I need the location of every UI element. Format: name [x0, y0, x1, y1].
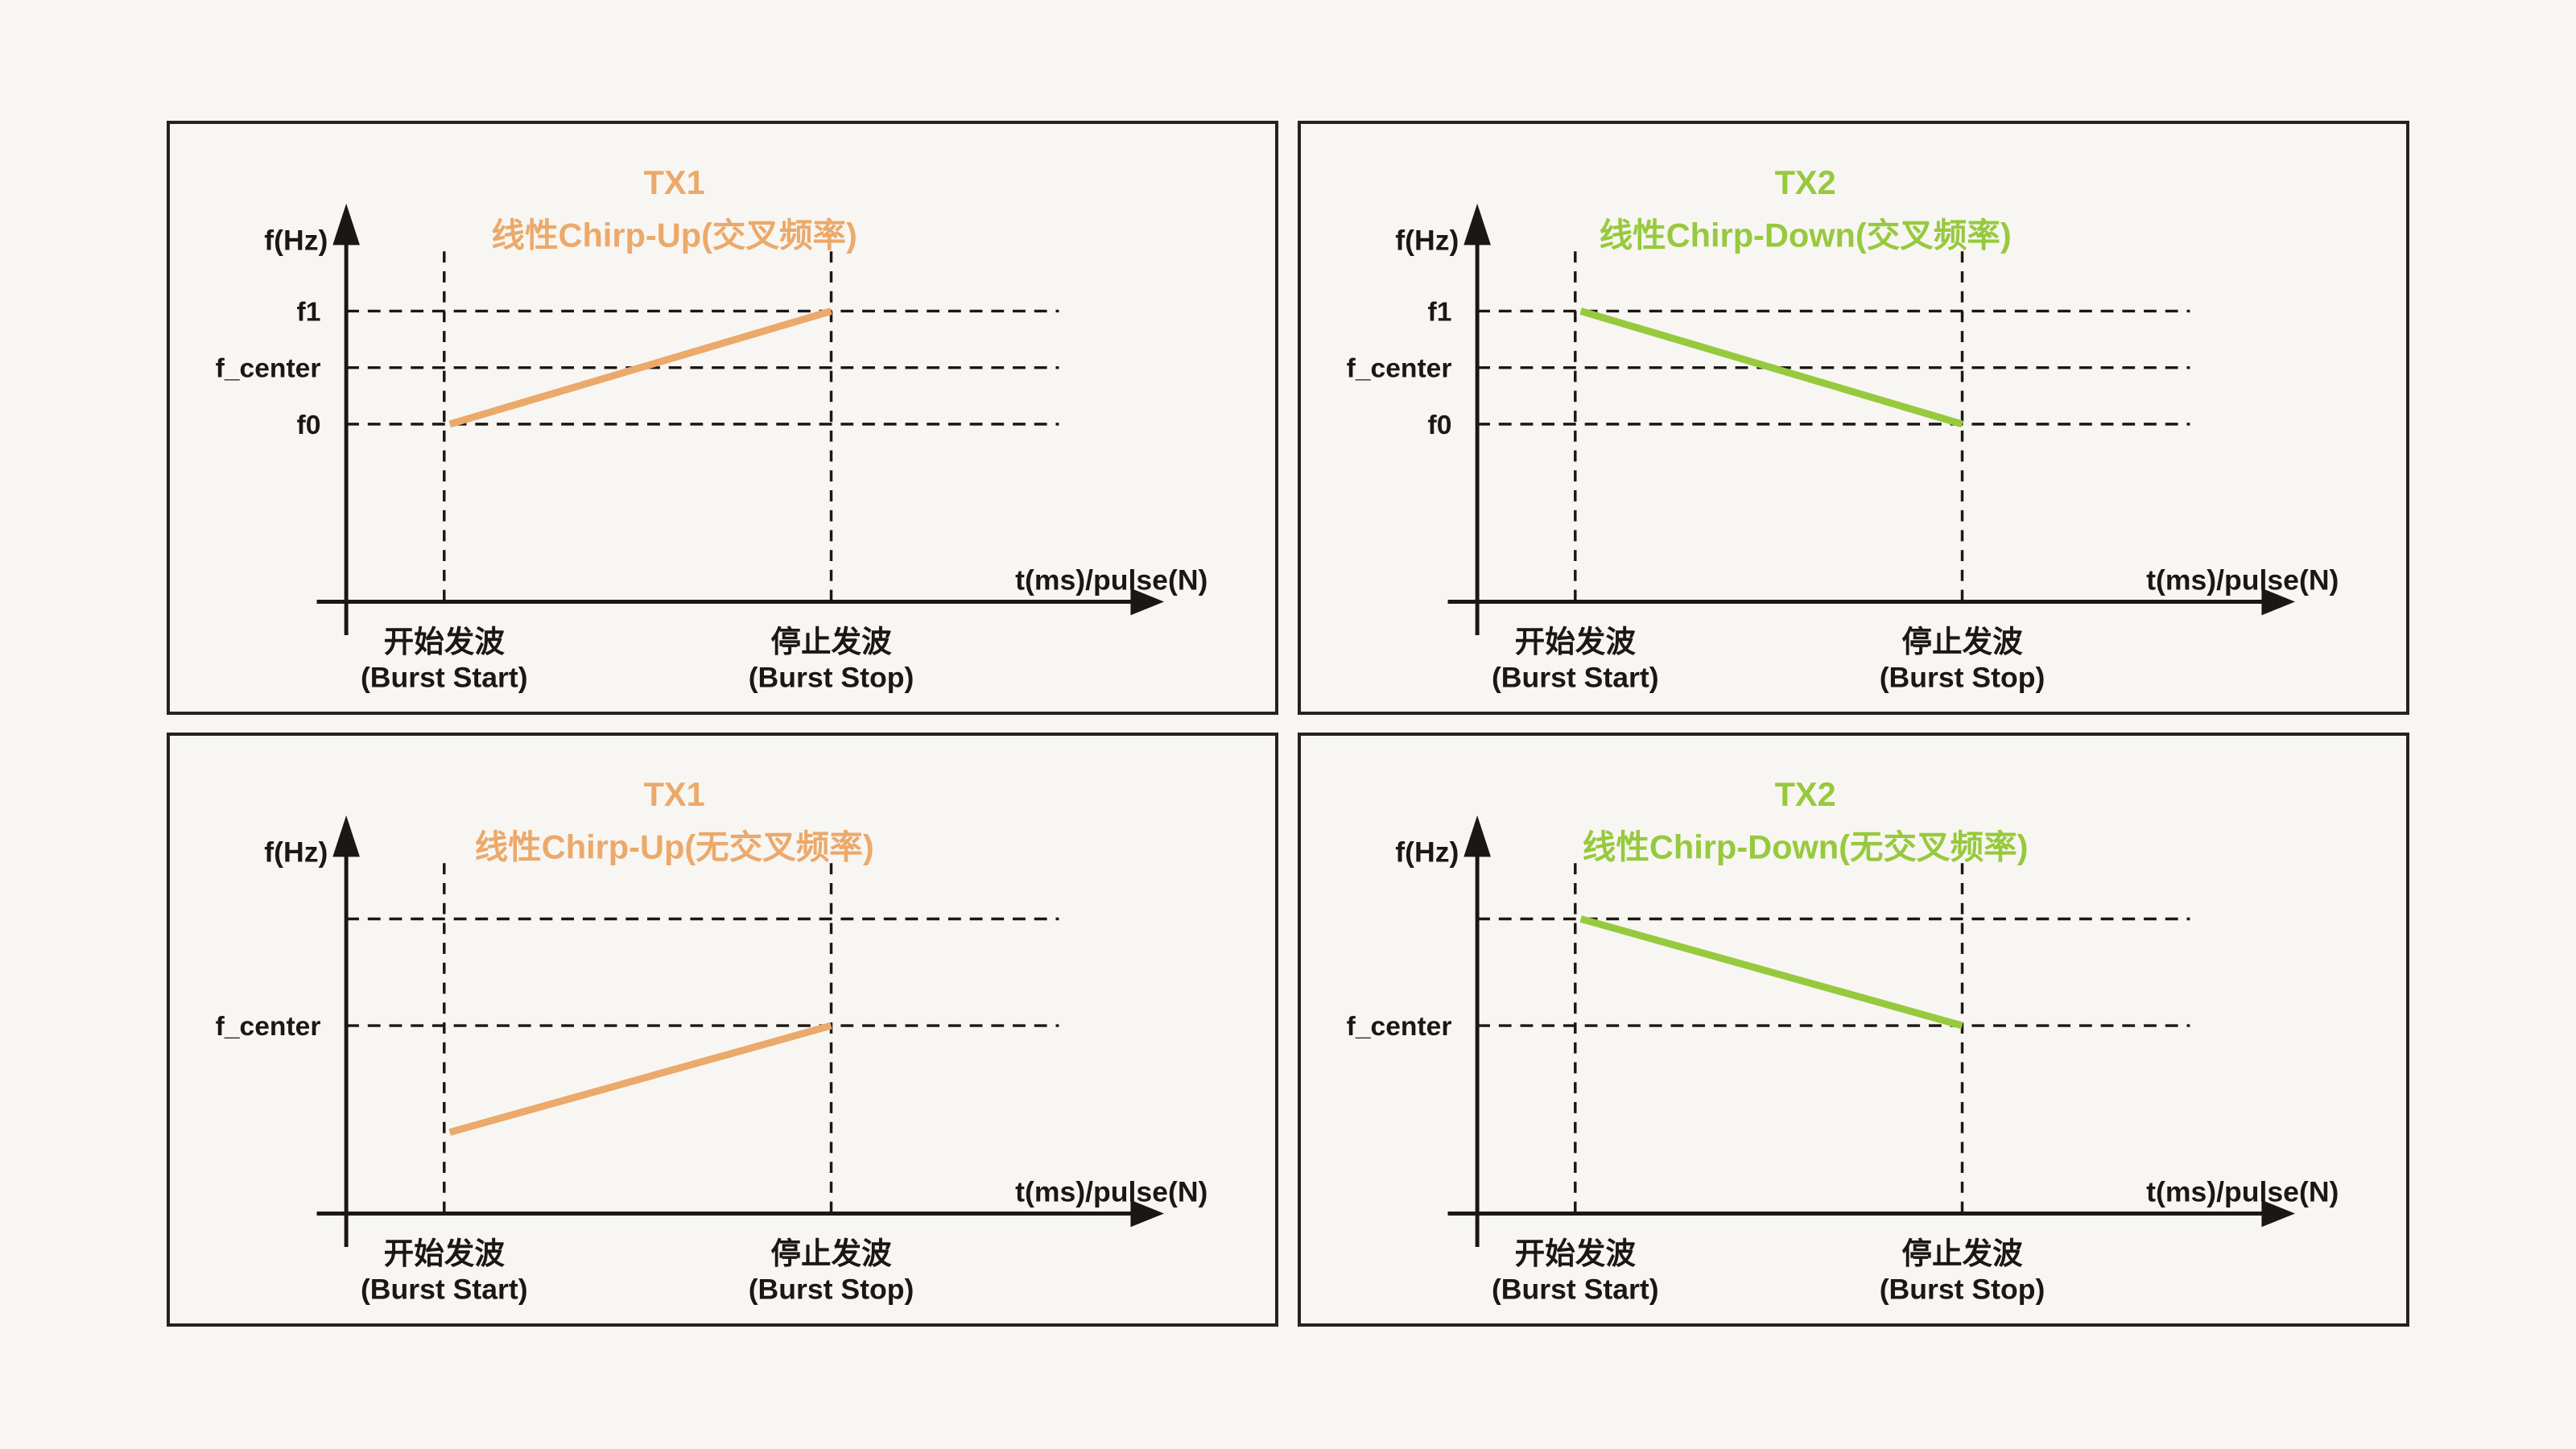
x-axis-label: t(ms)/pulse(N) — [1015, 564, 1208, 597]
frequency-level-label: f1 — [297, 297, 321, 327]
plot-title-line1: TX1 — [644, 775, 705, 813]
plot-title-line2: 线性Chirp-Up(交叉频率) — [491, 216, 857, 254]
burst-stop-label-en: (Burst Stop) — [1880, 1273, 2046, 1305]
burst-start-label-en: (Burst Start) — [361, 1273, 528, 1305]
burst-stop-label-en: (Burst Stop) — [1880, 661, 2046, 693]
frequency-level-label: f0 — [297, 411, 321, 440]
panel-tx2-crossed-frequency: TX2 线性Chirp-Down(交叉频率) f(Hz) t(ms)/pulse(N)… — [1298, 121, 2409, 715]
y-axis-label: f(Hz) — [1395, 836, 1459, 868]
y-axis-arrowhead — [332, 203, 360, 246]
chirp-up-line — [448, 1022, 832, 1136]
frequency-level-label: f1 — [1428, 297, 1452, 327]
burst-start-label-en: (Burst Start) — [1492, 1273, 1659, 1305]
burst-start-label-en: (Burst Start) — [1492, 661, 1659, 693]
burst-start-label-cn: 开始发波 — [1515, 1236, 1637, 1270]
y-axis-arrowhead — [1463, 203, 1491, 246]
x-axis-arrowhead — [1130, 588, 1164, 616]
burst-stop-label-en: (Burst Stop) — [749, 1273, 914, 1305]
frequency-level-label: f_center — [1347, 1012, 1452, 1042]
burst-start-label-en: (Burst Start) — [361, 661, 528, 693]
chirp-up-line — [448, 308, 832, 428]
burst-stop-label-cn: 停止发波 — [770, 1236, 892, 1270]
x-axis-arrowhead — [2261, 588, 2295, 616]
plot-title-line1: TX2 — [1775, 775, 1836, 813]
plot-title-line2: 线性Chirp-Down(无交叉频率) — [1583, 828, 2029, 865]
panel-tx1-noncrossed-frequency: TX1 线性Chirp-Up(无交叉频率) f(Hz) t(ms)/pulse(N) f… — [167, 733, 1278, 1327]
panel-tx1-crossed-frequency: TX1 线性Chirp-Up(交叉频率) f(Hz) t(ms)/pulse(N) f1… — [167, 121, 1278, 715]
chirp-down-line — [1579, 915, 1963, 1030]
x-axis-arrowhead — [2261, 1199, 2295, 1228]
x-axis-arrowhead — [1130, 1199, 1164, 1228]
burst-stop-label-cn: 停止发波 — [770, 625, 892, 658]
y-axis-arrowhead — [332, 815, 360, 857]
frequency-level-label: f_center — [216, 354, 321, 384]
plot-title-line1: TX2 — [1775, 163, 1836, 201]
y-axis-label: f(Hz) — [264, 224, 328, 256]
x-axis-label: t(ms)/pulse(N) — [1015, 1176, 1208, 1208]
x-axis-label: t(ms)/pulse(N) — [2146, 564, 2339, 597]
frequency-level-label: f_center — [216, 1012, 321, 1042]
chirp-plot-tx2-crossed: TX2 线性Chirp-Down(交叉频率) f(Hz) t(ms)/pulse(N)… — [1347, 163, 2339, 693]
burst-start-label-cn: 开始发波 — [384, 1236, 506, 1270]
y-axis-label: f(Hz) — [1395, 224, 1459, 256]
burst-start-label-cn: 开始发波 — [384, 625, 506, 658]
burst-stop-label-en: (Burst Stop) — [749, 661, 914, 693]
plot-title-line2: 线性Chirp-Up(无交叉频率) — [475, 828, 874, 865]
chirp-plot-tx1-noncrossed: TX1 线性Chirp-Up(无交叉频率) f(Hz) t(ms)/pulse(N) f… — [216, 775, 1208, 1305]
chirp-plot-tx2-noncrossed: TX2 线性Chirp-Down(无交叉频率) f(Hz) t(ms)/pulse(N… — [1347, 775, 2339, 1305]
y-axis-arrowhead — [1463, 815, 1491, 857]
burst-stop-label-cn: 停止发波 — [1901, 625, 2023, 658]
chirp-plot-tx1-crossed: TX1 线性Chirp-Up(交叉频率) f(Hz) t(ms)/pulse(N) f1… — [216, 163, 1208, 693]
frequency-level-label: f0 — [1428, 411, 1452, 440]
x-axis-label: t(ms)/pulse(N) — [2146, 1176, 2339, 1208]
burst-start-label-cn: 开始发波 — [1515, 625, 1637, 658]
y-axis-label: f(Hz) — [264, 836, 328, 868]
plot-title-line2: 线性Chirp-Down(交叉频率) — [1600, 216, 2012, 254]
chirp-down-line — [1579, 308, 1963, 428]
panel-tx2-noncrossed-frequency: TX2 线性Chirp-Down(无交叉频率) f(Hz) t(ms)/pulse(N… — [1298, 733, 2409, 1327]
plot-title-line1: TX1 — [644, 163, 705, 201]
frequency-level-label: f_center — [1347, 354, 1452, 384]
burst-stop-label-cn: 停止发波 — [1901, 1236, 2023, 1270]
